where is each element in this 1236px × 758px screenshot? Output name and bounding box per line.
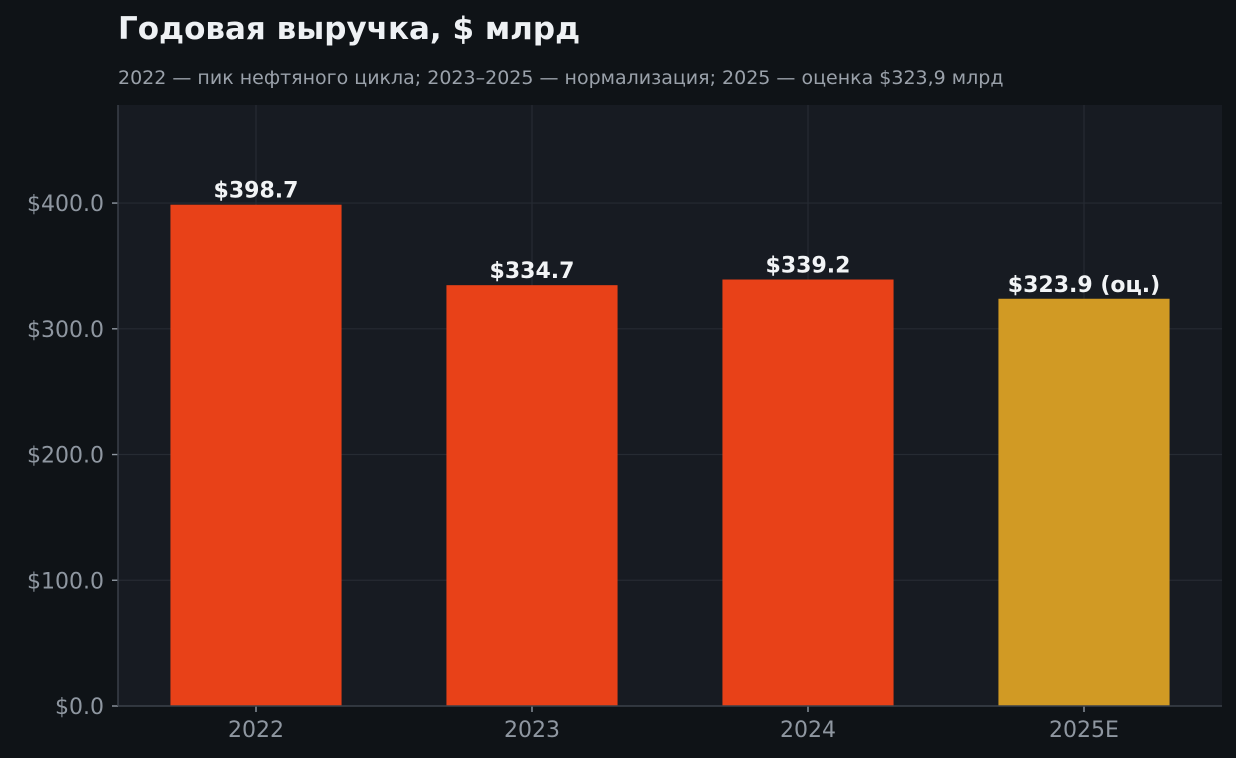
x-tick-label-2024: 2024 xyxy=(780,718,836,743)
x-tick-label-2025E: 2025E xyxy=(1049,718,1119,743)
y-tick-label: $200.0 xyxy=(27,444,104,469)
axes xyxy=(112,105,1222,712)
y-tick-label: $0.0 xyxy=(55,695,104,720)
y-tick-label: $300.0 xyxy=(27,318,104,343)
data-label-2022: $398.7 xyxy=(214,179,299,204)
chart-title: Годовая выручка, $ млрд xyxy=(118,11,580,47)
chart-subtitle: 2022 — пик нефтяного цикла; 2023–2025 — … xyxy=(118,67,1003,89)
bar-2022 xyxy=(170,204,342,707)
data-label-2024: $339.2 xyxy=(766,254,851,279)
y-tick-label: $100.0 xyxy=(27,569,104,594)
x-tick-label-2023: 2023 xyxy=(504,718,560,743)
data-label-2025E: $323.9 (оц.) xyxy=(1008,273,1160,298)
labels: $0.0 $100.0 $200.0 $300.0 $400.0 $398.7 2022 $3… xyxy=(27,179,1160,743)
bar-2024 xyxy=(722,279,894,706)
bars xyxy=(170,204,1170,707)
bar-2025E xyxy=(998,298,1170,706)
data-label-2023: $334.7 xyxy=(490,259,575,284)
y-tick-label: $400.0 xyxy=(27,192,104,217)
x-tick-label-2022: 2022 xyxy=(228,718,284,743)
bar-2023 xyxy=(446,285,618,706)
